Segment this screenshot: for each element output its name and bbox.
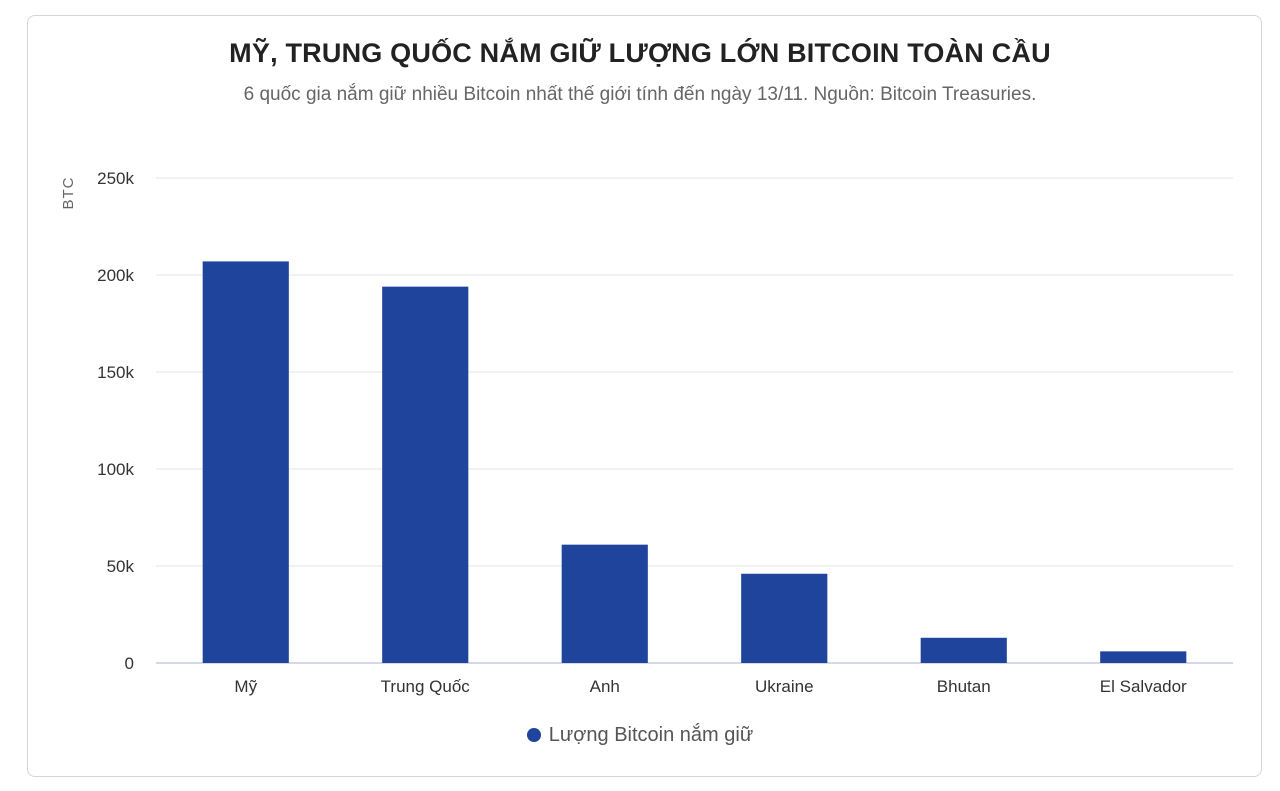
bar[interactable] — [1100, 651, 1187, 663]
y-tick-label: 100k — [97, 460, 134, 479]
y-tick-label: 200k — [97, 266, 134, 285]
y-tick-label: 250k — [97, 169, 134, 188]
chart-subtitle: 6 quốc gia nắm giữ nhiều Bitcoin nhất th… — [243, 84, 1037, 105]
bar[interactable] — [202, 261, 289, 663]
legend-label: Lượng Bitcoin nắm giữ — [548, 724, 754, 746]
x-tick-label: Trung Quốc — [381, 677, 471, 696]
bar[interactable] — [382, 286, 469, 663]
x-tick-label: El Salvador — [1100, 677, 1187, 696]
bars — [202, 261, 1187, 663]
chart-title: MỸ, TRUNG QUỐC NẮM GIỮ LƯỢNG LỚN BITCOIN… — [229, 38, 1051, 68]
x-tick-label: Bhutan — [937, 677, 991, 696]
legend[interactable]: Lượng Bitcoin nắm giữ — [0, 724, 1280, 747]
legend-marker-icon — [526, 728, 541, 742]
bar[interactable] — [741, 573, 828, 663]
bar[interactable] — [561, 544, 648, 663]
y-tick-label: 0 — [125, 654, 134, 673]
bar[interactable] — [920, 637, 1007, 663]
y-axis-ticks: 0 50k 100k 150k 200k 250k — [97, 169, 134, 673]
y-tick-label: 150k — [97, 363, 134, 382]
y-tick-label: 50k — [107, 557, 135, 576]
x-tick-label: Anh — [590, 677, 620, 696]
x-tick-label: Mỹ — [234, 677, 257, 696]
x-axis-ticks: Mỹ Trung Quốc Anh Ukraine Bhutan El Salvador — [234, 677, 1187, 696]
y-axis-label: BTC — [60, 177, 77, 210]
gridlines — [156, 177, 1233, 664]
x-tick-label: Ukraine — [755, 677, 814, 696]
